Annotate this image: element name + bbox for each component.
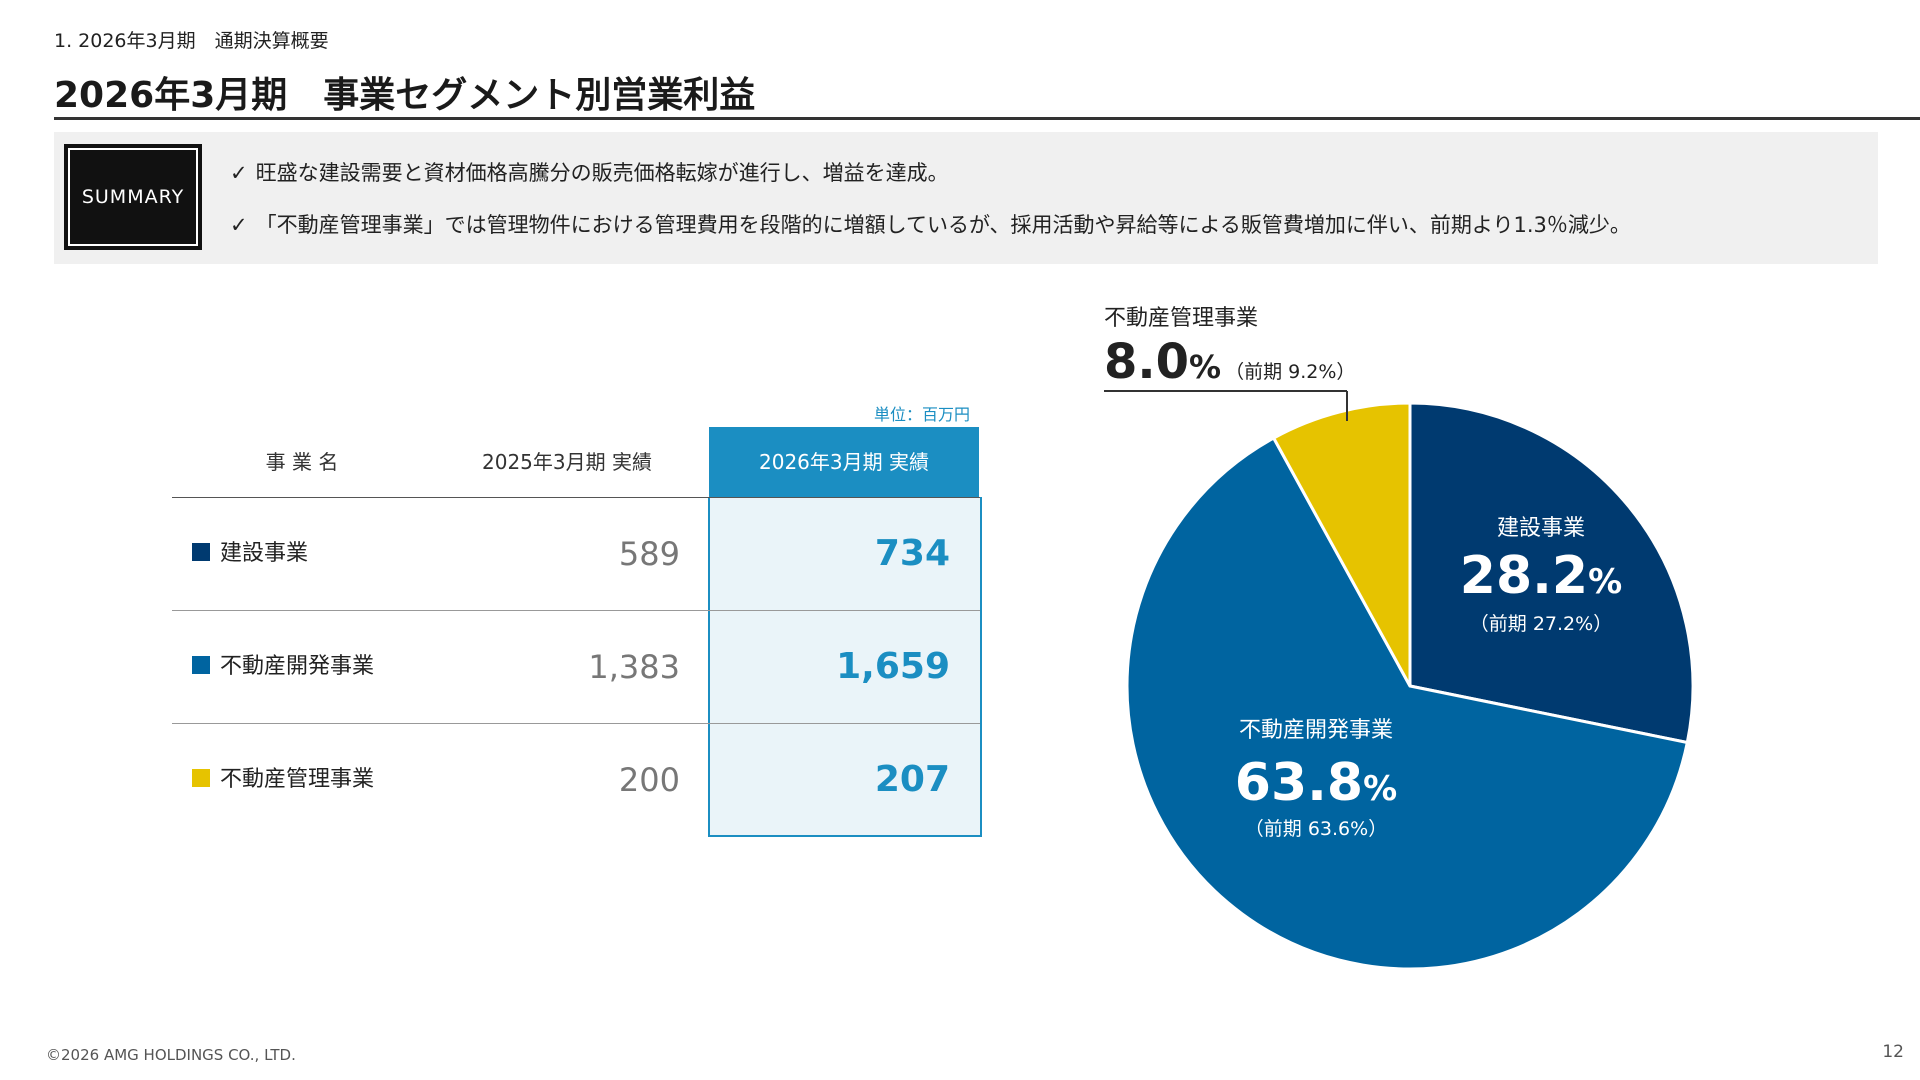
row-name-text: 不動産開発事業: [220, 654, 375, 679]
table-row: 不動産管理事業 200 207: [172, 724, 980, 836]
footer-copyright: ©2026 AMG HOLDINGS CO., LTD.: [46, 1046, 296, 1064]
legend-swatch-icon: [192, 769, 210, 787]
slice-label-prev: （前期 63.6%）: [1245, 818, 1387, 840]
page-number: 12: [1882, 1042, 1904, 1062]
legend-swatch-icon: [192, 656, 210, 674]
header-curr: 2026年3月期 実績: [709, 427, 979, 497]
breadcrumb: 1. 2026年3月期 通期決算概要: [54, 30, 329, 52]
table-row: 建設事業 589 734: [172, 498, 980, 611]
pie-slice: [1125, 435, 1690, 971]
row-prev-value: 1,383: [588, 648, 680, 686]
slice-label-name: 建設事業: [1497, 516, 1585, 541]
summary-badge: SUMMARY: [64, 144, 202, 250]
title-divider: [54, 117, 1920, 120]
pie-slice: [1408, 401, 1695, 745]
slice-label-name: 不動産管理事業: [1104, 306, 1258, 331]
row-curr-value: 1,659: [836, 646, 950, 687]
segment-table: 事 業 名 2025年3月期 実績 2026年3月期 実績 建設事業 589 7…: [172, 427, 982, 837]
check-icon: ✓: [230, 213, 248, 237]
row-prev-value: 200: [618, 761, 680, 799]
row-name: 建設事業: [192, 498, 308, 610]
pie-slice: [1271, 401, 1412, 687]
summary-list: ✓ 旺盛な建設需要と資材価格高騰分の販売価格転嫁が進行し、増益を達成。 ✓ 「不動産…: [230, 158, 1631, 262]
slice-label-name: 不動産開発事業: [1239, 718, 1393, 743]
table-header-row: 事 業 名 2025年3月期 実績 2026年3月期 実績: [172, 427, 980, 498]
page-title: 2026年3月期 事業セグメント別営業利益: [54, 75, 756, 116]
row-name-text: 建設事業: [220, 541, 309, 566]
slice-label-value: 8.0% （前期 9.2%）: [1104, 334, 1355, 390]
summary-box: SUMMARY ✓ 旺盛な建設需要と資材価格高騰分の販売価格転嫁が進行し、増益を達…: [54, 132, 1878, 264]
row-prev-value: 589: [618, 535, 680, 573]
table-row: 不動産開発事業 1,383 1,659: [172, 611, 980, 724]
slice-label-prev: （前期 27.2%）: [1470, 613, 1612, 635]
legend-swatch-icon: [192, 543, 210, 561]
row-curr-value: 734: [874, 533, 950, 574]
row-name: 不動産管理事業: [192, 724, 374, 836]
slice-label-value: 63.8%: [1235, 753, 1397, 813]
summary-point-text: 旺盛な建設需要と資材価格高騰分の販売価格転嫁が進行し、増益を達成。: [255, 161, 949, 185]
slice-label-value: 28.2%: [1460, 546, 1622, 606]
unit-label: 単位：百万円: [874, 405, 971, 424]
check-icon: ✓: [230, 161, 248, 185]
header-name: 事 業 名: [265, 450, 339, 474]
summary-point: ✓ 旺盛な建設需要と資材価格高騰分の販売価格転嫁が進行し、増益を達成。: [230, 158, 1631, 188]
summary-point-text: 「不動産管理事業」では管理物件における管理費用を段階的に増額しているが、採用活動…: [255, 213, 1631, 237]
row-curr-value: 207: [874, 759, 950, 800]
current-year-column: [708, 497, 982, 837]
row-name: 不動産開発事業: [192, 611, 374, 723]
summary-point: ✓ 「不動産管理事業」では管理物件における管理費用を段階的に増額しているが、採用活…: [230, 210, 1631, 240]
row-name-text: 不動産管理事業: [220, 767, 375, 792]
header-prev: 2025年3月期 実績: [482, 450, 652, 474]
